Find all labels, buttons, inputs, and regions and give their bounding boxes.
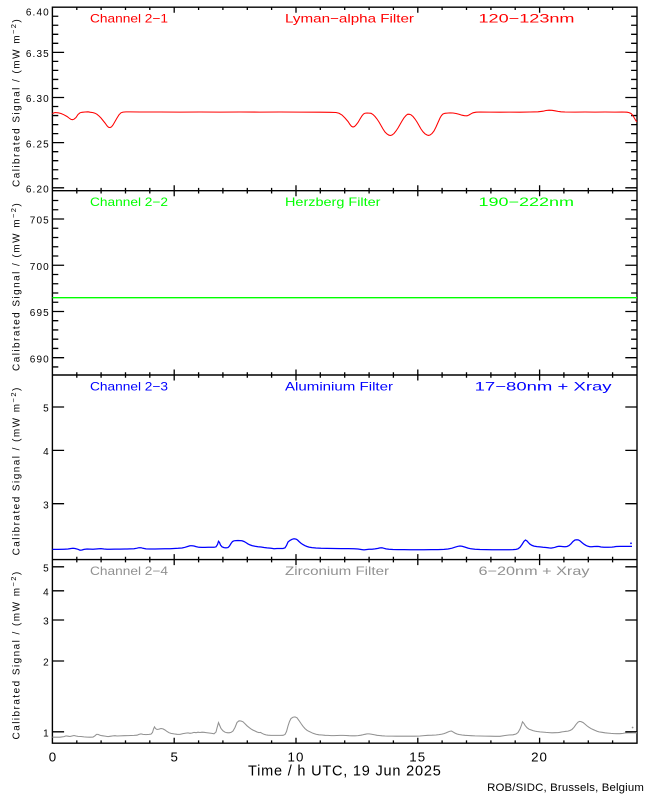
svg-text:Aluminium Filter: Aluminium Filter [285,379,393,393]
svg-text:4: 4 [43,587,50,598]
svg-text:Time / h UTC, 19 Jun 2025: Time / h UTC, 19 Jun 2025 [248,763,442,779]
svg-text:6.25: 6.25 [26,139,50,150]
svg-text:Channel 2−3: Channel 2−3 [90,379,168,393]
svg-text:Channel 2−4: Channel 2−4 [90,564,168,578]
svg-text:Herzberg Filter: Herzberg Filter [285,195,381,209]
svg-text:Calibrated Signal / (mW m−2): Calibrated Signal / (mW m−2) [9,386,23,555]
svg-text:1: 1 [43,728,50,739]
svg-text:Calibrated Signal / (mW m−2): Calibrated Signal / (mW m−2) [9,202,23,371]
svg-text:3: 3 [43,617,50,628]
svg-text:5: 5 [43,404,50,415]
svg-text:4: 4 [43,447,50,458]
svg-text:6.35: 6.35 [26,49,50,60]
svg-text:190−222nm: 190−222nm [479,195,575,209]
svg-text:0: 0 [49,750,56,765]
svg-text:705: 705 [30,216,50,227]
svg-text:690: 690 [30,354,50,365]
svg-text:17−80nm + Xray: 17−80nm + Xray [475,379,612,393]
svg-text:120−123nm: 120−123nm [479,12,575,26]
svg-text:6.40: 6.40 [26,7,50,18]
svg-text:15: 15 [409,750,426,765]
svg-text:Zirconium Filter: Zirconium Filter [285,564,389,578]
svg-text:Lyman−alpha Filter: Lyman−alpha Filter [285,12,414,26]
svg-text:10: 10 [287,750,304,765]
svg-text:5: 5 [170,750,177,765]
svg-text:2: 2 [43,658,50,669]
svg-text:ROB/SIDC, Brussels, Belgium: ROB/SIDC, Brussels, Belgium [487,782,644,794]
svg-text:695: 695 [30,308,50,319]
svg-text:Channel 2−2: Channel 2−2 [90,195,168,209]
svg-text:20: 20 [531,750,548,765]
svg-text:700: 700 [30,262,50,273]
svg-text:Channel 2−1: Channel 2−1 [90,12,168,26]
svg-text:6.20: 6.20 [26,184,50,195]
svg-text:3: 3 [43,500,50,511]
svg-text:Calibrated Signal / (mW m−2): Calibrated Signal / (mW m−2) [9,18,23,187]
svg-text:6−20nm + Xray: 6−20nm + Xray [479,564,590,578]
svg-text:5: 5 [43,563,50,574]
svg-text:Calibrated Signal / (mW m−2): Calibrated Signal / (mW m−2) [9,570,23,739]
svg-text:6.30: 6.30 [26,94,50,105]
